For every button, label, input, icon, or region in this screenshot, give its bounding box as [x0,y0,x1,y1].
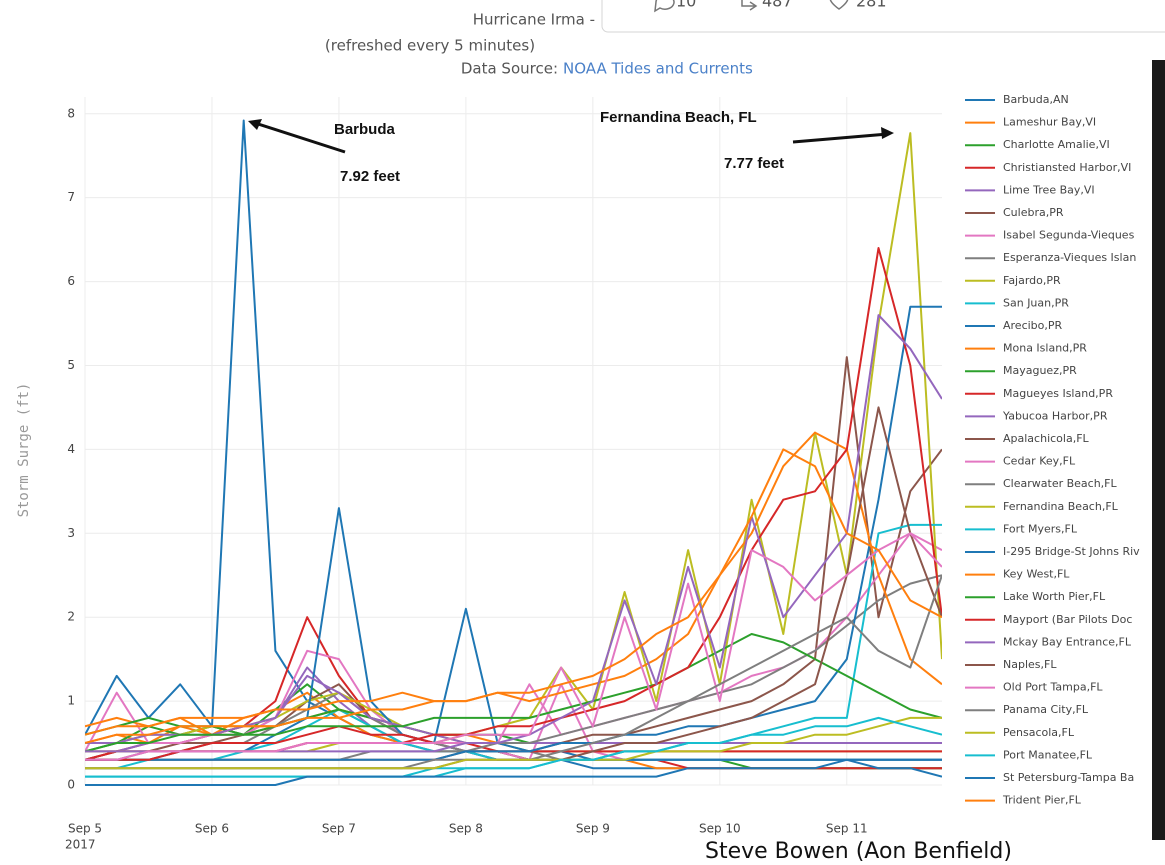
plot-lines [85,119,942,786]
legend-label: Charlotte Amalie,VI [1003,138,1110,151]
series-line [85,305,942,761]
source-label: Data Source: [461,60,558,78]
legend-label: Key West,FL [1003,568,1070,581]
series-line [85,448,942,736]
legend-label: Clearwater Beach,FL [1003,477,1118,490]
legend-label: Old Port Tampa,FL [1003,681,1103,694]
annotation-text: Barbuda [334,121,396,138]
x-tick-label: Sep 5 [68,822,102,836]
caption: Steve Bowen (Aon Benfield) [705,839,1012,864]
legend-label: Mayaguez,PR [1003,364,1077,377]
side-strip [1152,60,1165,840]
arrow [251,120,346,154]
legend-label: Arecibo,PR [1003,319,1063,332]
series-line [85,716,942,778]
legend-label: Mona Island,PR [1003,342,1087,355]
series-line [85,716,942,770]
arrow-head [248,119,262,130]
legend-label: Isabel Segunda-Vieques [1003,229,1135,242]
legend-label: Trident Pier,FL [1002,794,1082,807]
annotation-text: Fernandina Beach, FL [600,109,757,126]
legend: Barbuda,AN Lameshur Bay,VI Charlotte Amali… [965,93,1140,807]
legend-label: Lameshur Bay,VI [1003,116,1096,129]
y-tick-label: 4 [67,442,75,456]
retweet-count: 487 [762,0,793,11]
x-tick-label: Sep 6 [195,822,229,836]
y-tick-label: 1 [67,694,75,708]
x-year-label: 2017 [65,838,96,852]
legend-label: Mayport (Bar Pilots Doc [1003,613,1132,626]
axes: 0 1 2 3 4 5 6 7 8 Sep 5 2017 Sep 6 Sep 7 Sep 8 Sep 9 Se… [65,106,868,851]
y-tick-label: 5 [67,358,75,372]
tweet-box: 10 487 281 [601,0,1165,33]
annotation-value: 7.77 feet [724,155,784,172]
legend-label: Mckay Bay Entrance,FL [1003,635,1132,648]
series-line [85,633,942,753]
x-tick-label: Sep 7 [322,822,356,836]
x-tick-label: Sep 9 [576,822,610,836]
legend-label: Magueyes Island,PR [1003,387,1113,400]
legend-label: Culebra,PR [1003,206,1064,219]
legend-label: Yabucoa Harbor,PR [1002,409,1108,422]
arrow-head [881,127,894,139]
x-tick-label: Sep 10 [699,822,741,836]
legend-label: Fort Myers,FL [1003,522,1078,535]
series-line [85,431,942,744]
x-tick-label: Sep 8 [449,822,483,836]
y-tick-label: 8 [67,106,75,120]
tweet-card [601,0,1165,33]
legend-label: Fernandina Beach,FL [1003,500,1119,513]
series-line [85,574,942,761]
legend-label: Barbuda,AN [1003,93,1069,106]
series-line [85,532,942,761]
legend-label: Christiansted Harbor,VI [1003,161,1131,174]
legend-label: San Juan,PR [1003,296,1069,309]
legend-label: Pensacola,FL [1003,726,1075,739]
retweet-icon[interactable] [741,0,758,11]
reply-icon[interactable] [654,0,675,13]
y-tick-label: 6 [67,274,75,288]
legend-label: Esperanza-Vieques Islan [1003,251,1136,264]
like-count: 281 [856,0,887,11]
legend-label: Fajardo,PR [1003,274,1061,287]
y-tick-label: 2 [67,610,75,624]
y-tick-label: 0 [67,778,75,792]
x-tick-label: Sep 11 [826,822,868,836]
annotation-value: 7.92 feet [340,168,400,185]
arrow [792,132,889,144]
y-axis-label: Storm Surge (ft) [16,383,32,518]
like-icon[interactable] [829,0,849,10]
legend-label: Panama City,FL [1003,703,1089,716]
source-link[interactable]: NOAA Tides and Currents [563,60,753,78]
series-line [85,758,942,786]
legend-label: I-295 Bridge-St Johns Riv [1003,545,1140,558]
annotations: Barbuda 7.92 feet Fernandina Beach, FL 7… [248,109,894,185]
legend-label: Lake Worth Pier,FL [1003,590,1106,603]
y-tick-label: 7 [67,190,75,204]
chart-title: Hurricane Irma - [473,11,595,29]
legend-label: Cedar Key,FL [1003,455,1076,468]
reply-count: 10 [676,0,696,11]
chart-subtitle: (refreshed every 5 minutes) [325,37,535,55]
legend-label: St Petersburg-Tampa Ba [1003,771,1134,784]
y-tick-label: 3 [67,526,75,540]
legend-label: Apalachicola,FL [1003,432,1090,445]
legend-label: Lime Tree Bay,VI [1003,183,1095,196]
legend-label: Naples,FL [1003,658,1057,671]
legend-label: Port Manatee,FL [1003,748,1093,761]
